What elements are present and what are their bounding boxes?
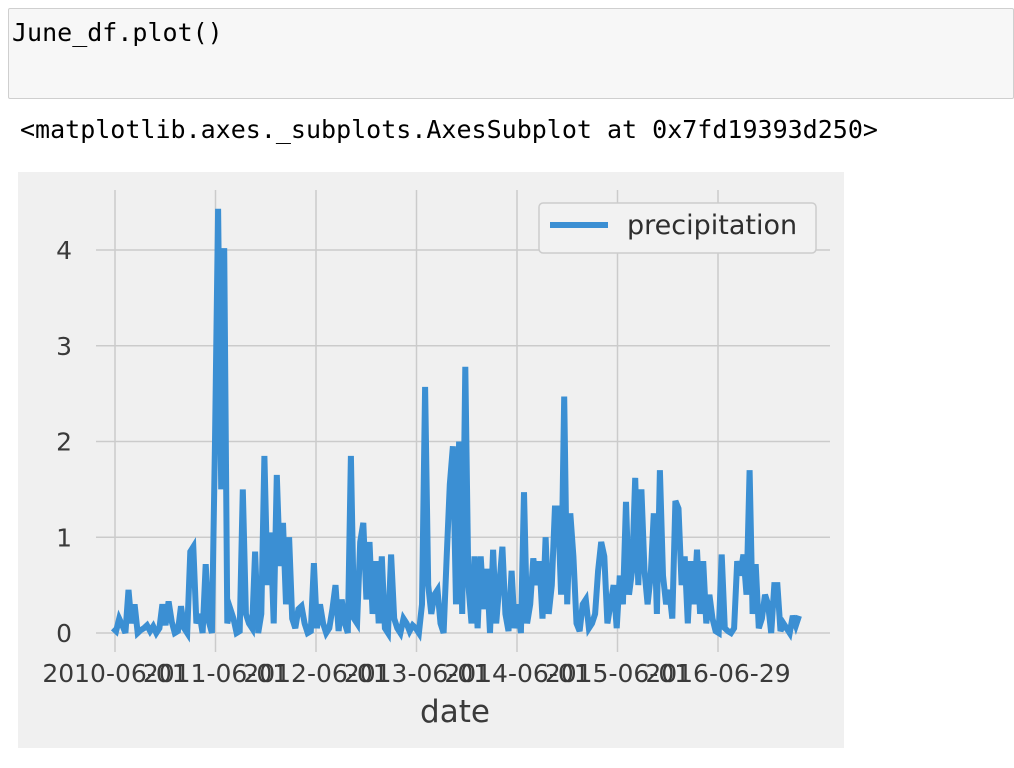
code-text: June_df.plot() (12, 18, 223, 47)
x-tick-label: 2012-06-01 (243, 659, 388, 688)
x-tick-label: 2015-06-01 (545, 659, 690, 688)
x-tick-label: 2013-06-01 (344, 659, 489, 688)
x-tick-label: 2010-06-01 (42, 659, 187, 688)
y-tick-label: 4 (56, 236, 72, 265)
x-tick-label: 2016-06-29 (645, 659, 790, 688)
legend-box (538, 202, 817, 254)
x-axis-label: date (420, 694, 490, 730)
y-tick-label: 0 (56, 619, 72, 648)
legend-label: precipitation (627, 210, 797, 241)
y-tick-label: 1 (56, 523, 72, 552)
y-tick-label: 3 (56, 332, 72, 361)
plot-figure: 2010-06-01 2011-06-01 2012-06-01 2013-06-01… (18, 172, 844, 748)
precipitation-chart: 2010-06-012011-06-012012-06-012013-06-01… (18, 172, 844, 748)
y-tick-label: 2 (56, 428, 72, 457)
cell-output-text: <matplotlib.axes._subplots.AxesSubplot a… (20, 115, 878, 144)
series-line-precipitation (110, 208, 802, 643)
x-tick-label: 2014-06-01 (444, 659, 589, 688)
code-cell-input[interactable] (8, 8, 1014, 99)
x-tick-label: 2011-06-01 (143, 659, 288, 688)
